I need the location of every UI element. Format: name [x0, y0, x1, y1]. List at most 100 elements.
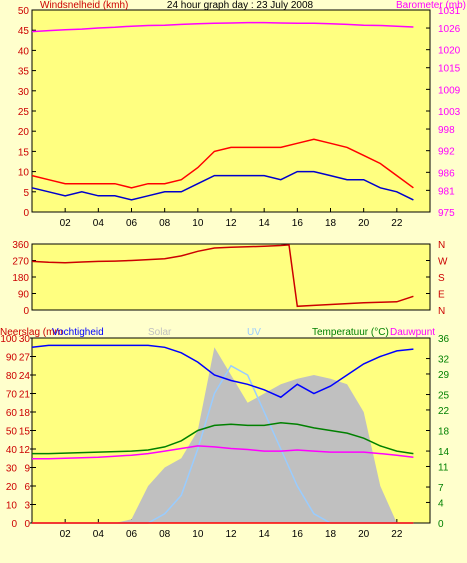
y3-axis-label: Neerslag (mm [0, 327, 63, 338]
y2-tick-label: 992 [438, 147, 455, 158]
y2-tick-label: N [438, 306, 445, 317]
y-tick-label: 40 [6, 445, 18, 456]
legend-entry: Dauwpunt [390, 327, 435, 338]
x-tick-label: 02 [60, 529, 72, 540]
y3-tick-label: 15 [19, 427, 31, 438]
line [31, 21, 414, 33]
y-tick-label: 0 [23, 306, 29, 317]
y2-tick-label: 1020 [438, 46, 461, 57]
y2-tick-label: 7 [438, 483, 444, 494]
y-tick-label: 20 [6, 482, 18, 493]
x-tick-label: 08 [159, 218, 171, 229]
y-tick-label: 60 [6, 408, 18, 419]
y3-tick-label: 9 [24, 464, 30, 475]
y-tick-label: 5 [23, 188, 29, 199]
y2-tick-label: 981 [438, 186, 455, 197]
x-tick-label: 10 [192, 529, 204, 540]
y2-tick-label: 1015 [438, 64, 461, 75]
y-tick-label: 10 [18, 168, 30, 179]
y2-tick-label: 25 [438, 391, 450, 402]
y2-tick-label: 4 [438, 498, 444, 509]
y2-tick-label: 0 [438, 519, 444, 530]
y-tick-label: 80 [6, 371, 18, 382]
y-tick-label: 10 [6, 501, 18, 512]
y-tick-label: 50 [18, 6, 30, 17]
x-tick-label: 14 [259, 218, 271, 229]
line [32, 445, 414, 460]
y-tick-label: 45 [18, 26, 30, 37]
line [31, 138, 414, 189]
x-tick-label: 18 [325, 529, 337, 540]
line [31, 244, 414, 308]
y-tick-label: 90 [18, 290, 30, 301]
y-tick-label: 0 [11, 519, 17, 530]
y2-axis-label: Barometer (mb) [396, 0, 466, 11]
y-tick-label: 0 [23, 208, 29, 219]
y2-tick-label: 32 [438, 355, 450, 366]
x-tick-label: 06 [126, 529, 138, 540]
y-tick-label: 90 [6, 353, 18, 364]
y3-tick-label: 0 [24, 519, 30, 530]
x-tick-label: 12 [225, 529, 237, 540]
y2-tick-label: 975 [438, 208, 455, 219]
y2-tick-label: 998 [438, 125, 455, 136]
x-tick-label: 04 [93, 218, 105, 229]
chart-title: 24 hour graph day : 23 July 2008 [167, 0, 314, 11]
y-tick-label: 270 [12, 257, 29, 268]
y2-tick-label: 1009 [438, 85, 461, 96]
y-tick-label: 15 [18, 147, 30, 158]
y2-tick-label: 1003 [438, 107, 461, 118]
x-tick-label: 22 [391, 218, 403, 229]
x-tick-label: 20 [358, 218, 370, 229]
y2-tick-label: 14 [438, 447, 450, 458]
y-tick-label: 30 [6, 464, 18, 475]
line [31, 170, 414, 201]
y-tick-label: 70 [6, 390, 18, 401]
x-tick-label: 16 [292, 218, 304, 229]
legend-entry: Solar [148, 327, 172, 338]
y2-tick-label: S [438, 273, 445, 284]
y-tick-label: 50 [6, 427, 18, 438]
y-tick-label: 35 [18, 67, 30, 78]
x-tick-label: 22 [391, 529, 403, 540]
y3-tick-label: 3 [24, 501, 30, 512]
y-tick-label: 100 [0, 334, 17, 345]
y-tick-label: 30 [18, 87, 30, 98]
plot-area [31, 9, 431, 213]
y2-tick-label: E [438, 290, 445, 301]
y-axis-label: Windsnelheid (kmh) [40, 0, 128, 11]
y2-tick-label: 11 [438, 462, 449, 473]
x-tick-label: 04 [93, 529, 105, 540]
plot-area [31, 243, 431, 311]
line [31, 344, 414, 399]
y2-tick-label: N [438, 240, 445, 251]
legend-entry: UV [247, 327, 261, 338]
y3-tick-label: 24 [19, 371, 31, 382]
y2-tick-label: 986 [438, 168, 455, 179]
y-tick-label: 25 [18, 107, 30, 118]
y2-tick-label: 1026 [438, 24, 461, 35]
x-tick-label: 02 [60, 218, 72, 229]
y3-tick-label: 12 [19, 445, 31, 456]
y2-tick-label: 36 [438, 334, 450, 345]
legend-entry: Vochtigheid [52, 327, 104, 338]
x-tick-label: 20 [358, 529, 370, 540]
line [32, 422, 414, 455]
y3-tick-label: 18 [19, 408, 31, 419]
y-tick-label: 180 [12, 273, 29, 284]
y-tick-label: 40 [18, 46, 30, 57]
x-tick-label: 16 [292, 529, 304, 540]
y2-tick-label: 22 [438, 406, 450, 417]
y2-tick-label: 1031 [438, 6, 461, 17]
x-tick-label: 14 [259, 529, 271, 540]
y2-tick-label: W [438, 257, 448, 268]
x-tick-label: 10 [192, 218, 204, 229]
legend-entry: Temperatuur (°C) [312, 327, 389, 338]
y3-tick-label: 27 [19, 353, 31, 364]
x-tick-label: 12 [225, 218, 237, 229]
y3-tick-label: 6 [24, 482, 30, 493]
y3-tick-label: 30 [19, 334, 31, 345]
x-tick-label: 08 [159, 529, 171, 540]
y3-tick-label: 21 [19, 390, 31, 401]
